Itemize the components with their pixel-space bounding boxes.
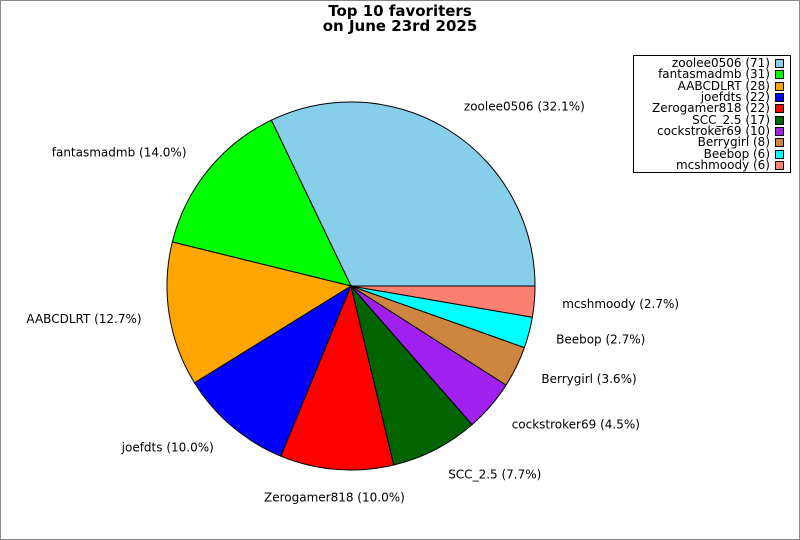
- legend-swatch: [775, 149, 784, 159]
- legend-swatch: [775, 59, 784, 69]
- slice-label: zoolee0506 (32.1%): [464, 100, 585, 114]
- legend-swatch: [775, 160, 784, 170]
- legend-entry-label: AABCDLRT (28): [677, 78, 770, 93]
- pie-slice-zoolee0506: [270, 101, 536, 287]
- legend-entry: joefdts (22): [634, 90, 790, 105]
- slice-label: fantasmadmb (14.0%): [52, 145, 187, 159]
- legend-entry-label: fantasmadmb (31): [658, 67, 770, 82]
- legend-swatch: [775, 70, 784, 80]
- pie-slice-joefdts: [193, 284, 353, 457]
- slice-label: joefdts (10.0%): [121, 441, 214, 455]
- legend-entry-label: mcshmoody (6): [675, 157, 770, 172]
- legend-swatch: [775, 81, 784, 91]
- legend-entry-label: SCC_2.5 (17): [692, 112, 770, 127]
- legend-entry-label: joefdts (22): [700, 90, 770, 105]
- legend-entry-label: zoolee0506 (71): [671, 56, 770, 71]
- slice-label: Berrygirl (3.6%): [541, 372, 636, 386]
- legend: zoolee0506 (71) fantasmadmb (31) AABCDLRT …: [633, 55, 791, 173]
- legend-entry: AABCDLRT (28): [634, 78, 790, 93]
- legend-swatch: [775, 104, 784, 114]
- pie-slice-zerogamer818: [280, 284, 395, 471]
- slice-label: Zerogamer818 (10.0%): [264, 490, 405, 504]
- legend-entry: SCC_2.5 (17): [634, 112, 790, 127]
- slice-label: cockstroker69 (4.5%): [512, 417, 640, 431]
- legend-entry: Berrygirl (8): [634, 135, 790, 150]
- legend-entry: Zerogamer818 (22): [634, 101, 790, 116]
- legend-swatch: [775, 138, 784, 148]
- slice-label: Beebop (2.7%): [556, 333, 645, 347]
- legend-entry: fantasmadmb (31): [634, 67, 790, 82]
- chart-title-line-2: on June 23rd 2025: [322, 17, 478, 35]
- pie-slice-mcshmoody: [350, 285, 536, 318]
- legend-entry-label: cockstroker69 (10): [656, 123, 770, 138]
- slice-label: mcshmoody (2.7%): [562, 297, 679, 311]
- legend-entry: zoolee0506 (71): [634, 56, 790, 71]
- pie-slice-fantasmadmb: [171, 119, 352, 287]
- legend-entry: mcshmoody (6): [634, 157, 790, 172]
- chart-title-line-1: Top 10 favoriters: [328, 2, 472, 20]
- legend-entry: Beebop (6): [634, 146, 790, 161]
- legend-swatch: [775, 93, 784, 103]
- legend-entry: cockstroker69 (10): [634, 123, 790, 138]
- legend-swatch: [775, 115, 784, 125]
- legend-entry-label: Zerogamer818 (22): [652, 101, 770, 116]
- slice-label: SCC_2.5 (7.7%): [448, 467, 541, 481]
- legend-swatch: [775, 126, 784, 136]
- legend-entry-label: Berrygirl (8): [697, 135, 770, 150]
- legend-entry-label: Beebop (6): [703, 146, 770, 161]
- slice-label: AABCDLRT (12.7%): [26, 312, 141, 326]
- pie-slice-aabcdlrt: [166, 241, 353, 384]
